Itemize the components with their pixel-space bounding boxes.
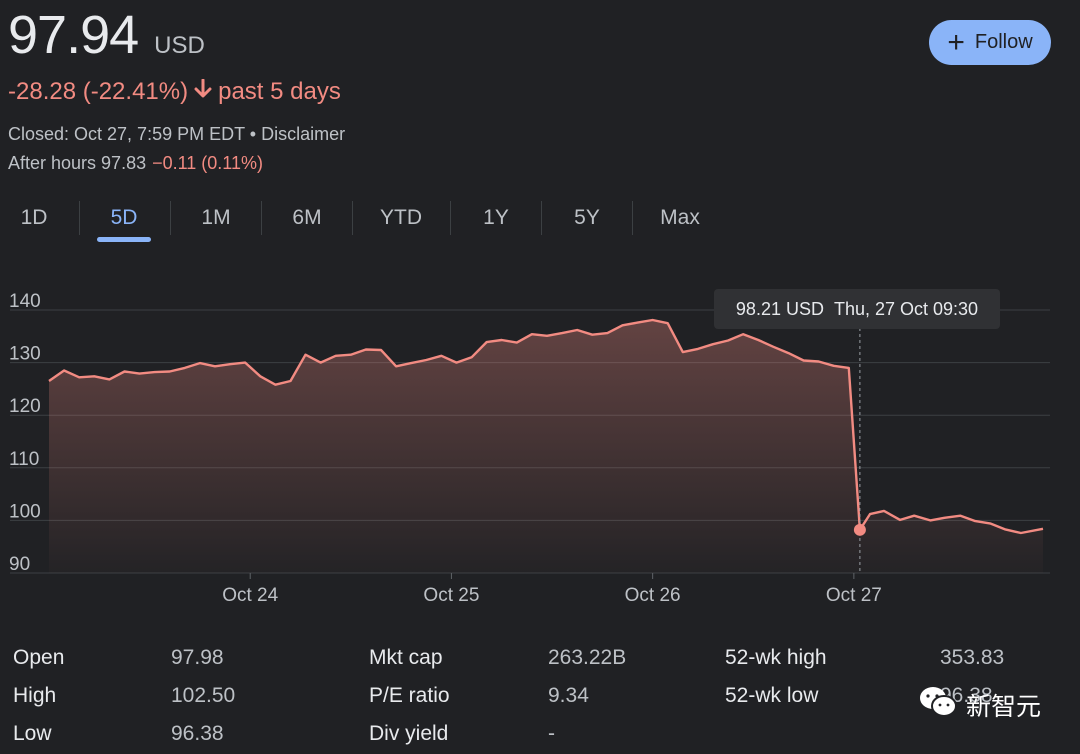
price-area-fill [49,320,1043,573]
x-tick-label: Oct 27 [826,585,882,606]
tab-divider [261,201,262,235]
price-line [48,318,1044,535]
stat-label-52wk-low: 52-wk low [725,684,819,707]
stat-label-mktcap: Mkt cap [369,646,443,669]
highlight-point [853,523,866,536]
tab-5y[interactable]: 5Y [574,206,600,229]
y-tick-label: 140 [9,291,41,312]
chart-svg[interactable]: 90 100 110 120 130 140 Oct 24 Oct 25 Oct 26 Oct 2… [0,260,1080,610]
chart-tooltip: 98.21 USD Thu, 27 Oct 09:30 [714,289,1000,329]
price-header: 97.94 USD [8,4,205,66]
stat-value-low: 96.38 [171,722,224,745]
stat-value-52wk-high: 353.83 [940,646,1005,669]
x-tick-label: Oct 24 [222,585,278,606]
stat-value-open: 97.98 [171,646,224,669]
y-tick-label: 130 [9,344,41,365]
watermark: 新智元 [918,680,1041,730]
stat-value-high: 102.50 [171,684,236,707]
after-hours-change: −0.11 (0.11%) [152,153,263,173]
tab-divider [450,201,451,235]
stat-label-open: Open [13,646,65,669]
tab-divider [170,201,171,235]
stat-label-div: Div yield [369,722,449,745]
x-tick-label: Oct 26 [625,585,681,606]
tab-1d[interactable]: 1D [20,206,48,229]
tab-divider [352,201,353,235]
tab-max[interactable]: Max [660,206,700,229]
tooltip-time: Thu, 27 Oct 09:30 [833,298,979,319]
price-change: -28.28 (-22.41%) past 5 days [8,78,341,106]
change-value: -28.28 (-22.41%) [8,78,189,105]
stat-value-div: - [548,722,555,745]
stat-value-pe: 9.34 [548,684,589,707]
tab-ytd[interactable]: YTD [380,206,422,229]
range-tabs: 1D 5D 1M 6M YTD 1Y 5Y Max [0,196,740,244]
stat-label-pe: P/E ratio [369,684,450,707]
active-tab-indicator [97,237,151,242]
currency-label: USD [154,32,205,59]
watermark-text: 新智元 [966,693,1042,721]
closed-status: Closed: Oct 27, 7:59 PM EDT • Disclaimer [8,124,346,144]
y-tick-label: 90 [9,554,30,575]
y-tick-label: 100 [9,501,41,522]
wechat-icon [918,685,958,726]
tab-divider [632,201,633,235]
tab-1y[interactable]: 1Y [483,206,509,229]
plus-icon: + [947,25,965,59]
follow-label: Follow [974,31,1033,53]
tab-1m[interactable]: 1M [201,206,231,229]
stat-label-52wk-high: 52-wk high [725,646,827,669]
tooltip-price: 98.21 USD [735,298,824,319]
after-hours: After hours 97.83 −0.11 (0.11%) [8,153,263,174]
y-tick-label: 110 [9,449,39,470]
tab-divider [541,201,542,235]
stat-label-high: High [13,684,57,707]
arrow-down-icon [194,78,212,106]
after-hours-label: After hours 97.83 [8,153,147,173]
follow-button[interactable]: + Follow [929,20,1051,65]
x-tick-label: Oct 25 [423,585,479,606]
price-chart[interactable]: 90 100 110 120 130 140 Oct 24 Oct 25 Oct 26 Oct 2… [0,260,1080,610]
current-price: 97.94 [8,5,139,65]
stat-value-mktcap: 263.22B [548,646,627,669]
y-tick-label: 120 [9,396,41,417]
stat-label-low: Low [13,722,52,745]
tab-5d[interactable]: 5D [110,206,138,229]
tab-divider [79,201,80,235]
tab-6m[interactable]: 6M [292,206,322,229]
change-period: past 5 days [218,78,341,105]
